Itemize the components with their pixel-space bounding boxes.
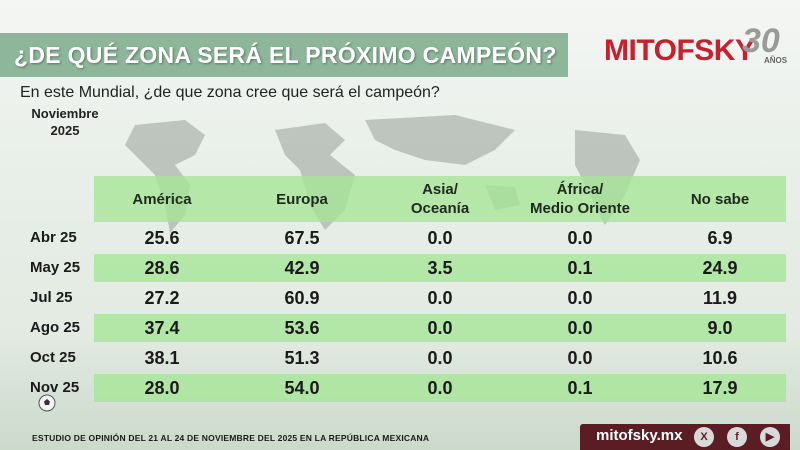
table-cell: 0.0	[427, 318, 453, 338]
table-cell: 25.6	[144, 228, 180, 248]
table-row: Jul 25 27.2 60.9 0.0 0.0 11.9	[20, 284, 786, 312]
period-month: Noviembre	[31, 106, 99, 121]
table-row: Oct 25 38.1 51.3 0.0 0.0 10.6	[20, 344, 786, 372]
table-row: Ago 25 37.4 53.6 0.0 0.0 9.0	[20, 314, 786, 342]
study-note: ESTUDIO DE OPINIÓN DEL 21 AL 24 DE NOVIE…	[32, 433, 430, 443]
table-cell: 0.0	[427, 378, 453, 398]
table-row: Nov 25 28.0 54.0 0.0 0.1 17.9	[20, 374, 786, 402]
youtube-icon[interactable]: ▶	[760, 427, 780, 447]
table-cell: 0.0	[567, 288, 593, 308]
table-cell: 53.6	[284, 318, 320, 338]
period-label: Noviembre 2025	[20, 105, 110, 139]
table-row: May 25 28.6 42.9 3.5 0.1 24.9	[20, 254, 786, 282]
table-cell: 0.0	[567, 318, 593, 338]
column-header-3: África/Medio Oriente	[529, 181, 630, 217]
table-cell: 0.0	[427, 288, 453, 308]
footer-bar	[580, 424, 790, 450]
row-background	[94, 314, 786, 342]
row-label: Ago 25	[30, 319, 81, 336]
title-banner: ¿DE QUÉ ZONA SERÁ EL PRÓXIMO CAMPEÓN?	[0, 33, 568, 77]
table-cell: 51.3	[284, 348, 320, 368]
column-header-4: No sabe	[690, 190, 750, 208]
table-cell: 27.2	[144, 288, 180, 308]
table-cell: 0.1	[567, 378, 593, 398]
row-background	[94, 254, 786, 282]
table-cell: 11.9	[702, 288, 738, 308]
facebook-icon[interactable]: f	[727, 427, 747, 447]
table-cell: 0.1	[567, 258, 593, 278]
row-label: Oct 25	[30, 349, 76, 366]
period-year: 2025	[50, 123, 80, 138]
table-cell: 38.1	[144, 348, 180, 368]
table-cell: 42.9	[284, 258, 320, 278]
website-link[interactable]: mitofsky.mx	[596, 427, 683, 444]
table-cell: 54.0	[284, 378, 320, 398]
table-cell: 10.6	[702, 348, 738, 368]
table-cell: 37.4	[144, 318, 180, 338]
row-label: Abr 25	[30, 229, 77, 246]
soccer-ball-icon	[38, 394, 56, 412]
row-label: May 25	[30, 259, 81, 276]
table-cell: 9.0	[707, 318, 733, 338]
column-header-0: América	[132, 190, 192, 208]
column-header-2: Asia/Oceanía	[410, 181, 470, 217]
column-header-1: Europa	[276, 190, 328, 208]
table-cell: 0.0	[567, 228, 593, 248]
mitofsky-logo: MITOFSKY 30 AÑOS	[604, 20, 794, 80]
row-background	[94, 374, 786, 402]
table-cell: 0.0	[427, 348, 453, 368]
table-cell: 6.9	[707, 228, 733, 248]
x-icon[interactable]: X	[694, 427, 714, 447]
table-cell: 17.9	[702, 378, 738, 398]
table-cell: 3.5	[427, 258, 453, 278]
table-row: Abr 25 25.6 67.5 0.0 0.0 6.9	[20, 224, 786, 252]
table-cell: 67.5	[284, 228, 320, 248]
logo-years-label: AÑOS	[764, 56, 788, 65]
table-cell: 28.6	[144, 258, 180, 278]
table-cell: 28.0	[144, 378, 180, 398]
table-cell: 24.9	[702, 258, 738, 278]
table-cell: 0.0	[567, 348, 593, 368]
table-cell: 60.9	[284, 288, 320, 308]
asia-shape	[365, 115, 515, 165]
row-label: Nov 25	[30, 379, 80, 396]
row-label: Jul 25	[30, 289, 73, 306]
survey-question: En este Mundial, ¿de que zona cree que s…	[20, 84, 440, 101]
logo-text: MITOFSKY	[604, 34, 755, 67]
table-cell: 0.0	[427, 228, 453, 248]
page-title: ¿DE QUÉ ZONA SERÁ EL PRÓXIMO CAMPEÓN?	[14, 41, 557, 68]
table-header-background	[94, 176, 786, 222]
logo-years: 30	[742, 22, 780, 60]
